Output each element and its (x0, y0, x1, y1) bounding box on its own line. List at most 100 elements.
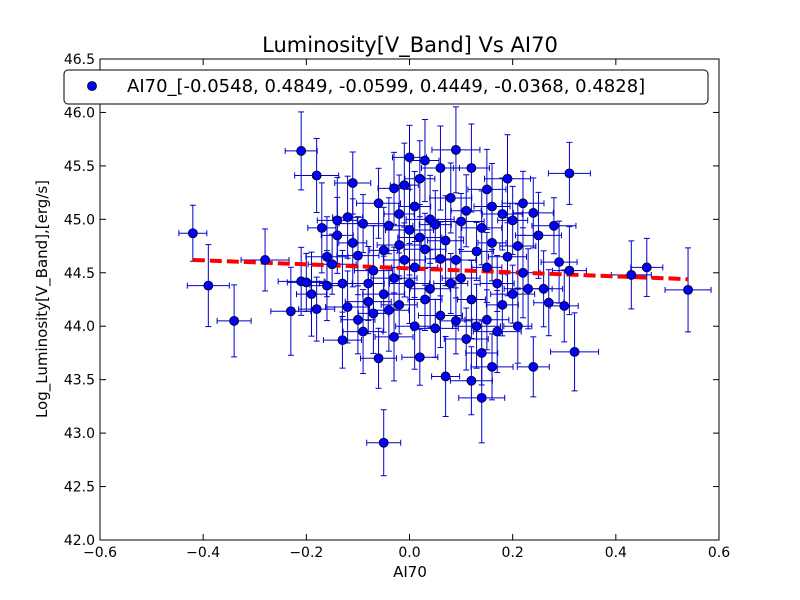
data-point (528, 361, 539, 372)
legend: AI70_[-0.0548, 0.4849, -0.0599, 0.4449, … (63, 69, 709, 105)
data-point (549, 220, 559, 231)
data-point (187, 228, 198, 239)
data-point (461, 334, 472, 344)
data-point (203, 280, 214, 291)
x-axis-label: AI70 (393, 563, 427, 581)
data-point (285, 306, 296, 317)
data-point (363, 278, 374, 289)
data-point (481, 314, 492, 325)
data-point (435, 163, 446, 173)
data-point (342, 302, 353, 312)
data-point (481, 184, 492, 195)
data-point (383, 305, 394, 316)
data-point (430, 323, 441, 334)
x-tick-label: −0.6 (83, 545, 117, 561)
data-point (554, 257, 564, 267)
data-point (435, 253, 446, 264)
data-point (394, 209, 405, 219)
data-point (378, 437, 389, 448)
y-tick-label: 43.5 (64, 373, 95, 389)
data-point (466, 294, 477, 305)
data-point (311, 170, 322, 181)
y-axis-label: Log_Luminosity[V_Band],[erg/s] (33, 180, 52, 418)
data-point (409, 262, 420, 273)
data-point (497, 209, 508, 219)
data-point (363, 296, 374, 307)
legend-marker (87, 81, 97, 91)
data-point (507, 215, 518, 226)
data-point (322, 280, 332, 291)
data-point (378, 245, 389, 256)
data-point (311, 304, 322, 315)
data-point (466, 375, 477, 386)
y-tick-label: 44.5 (64, 266, 95, 282)
data-point (332, 230, 343, 241)
data-point (373, 198, 384, 209)
data-point (528, 208, 539, 218)
data-point (425, 283, 436, 294)
data-point (497, 299, 508, 310)
data-point (481, 262, 492, 273)
data-point (507, 289, 518, 300)
y-tick-label: 45.0 (64, 212, 95, 228)
data-point (347, 237, 358, 248)
y-tick-label: 44.0 (64, 319, 95, 335)
data-point (445, 278, 456, 289)
data-point (414, 232, 425, 243)
data-point (306, 289, 317, 300)
data-point (389, 273, 399, 284)
data-point (342, 212, 353, 223)
data-point (337, 335, 348, 346)
y-tick-label: 46.5 (64, 52, 95, 68)
data-point (347, 178, 358, 188)
data-point (523, 283, 534, 294)
data-point (229, 315, 240, 326)
data-point (502, 251, 513, 262)
data-point (327, 259, 338, 270)
y-tick-label: 42.5 (64, 480, 95, 496)
data-point (518, 267, 528, 278)
fit-layer (192, 257, 689, 282)
data-point (518, 198, 528, 209)
data-point (316, 222, 327, 233)
data-point (420, 294, 430, 305)
data-point (641, 262, 652, 273)
data-point (471, 321, 482, 332)
data-point (420, 155, 430, 166)
data-point (451, 144, 461, 155)
data-point (394, 299, 405, 310)
data-point (404, 278, 415, 289)
data-point (430, 219, 441, 230)
data-point (492, 278, 503, 289)
data-point (559, 301, 570, 311)
x-tick-label: 0.0 (398, 545, 420, 561)
data-point (399, 180, 410, 191)
data-point (358, 326, 368, 337)
data-point (409, 201, 420, 212)
data-point (322, 251, 332, 262)
x-tick-label: −0.4 (186, 545, 220, 561)
x-tick-label: −0.2 (289, 545, 323, 561)
data-point (409, 321, 420, 332)
data-point (492, 326, 503, 337)
data-point (487, 201, 497, 212)
data-point (683, 284, 693, 295)
data-point (414, 173, 425, 184)
data-point (383, 220, 394, 231)
data-point (399, 255, 410, 265)
data-point (466, 163, 477, 173)
y-tick-label: 45.5 (64, 159, 95, 175)
y-tick-label: 43.0 (64, 426, 95, 442)
data-point (456, 216, 466, 227)
legend-label: AI70_[-0.0548, 0.4849, -0.0599, 0.4449, … (127, 76, 645, 97)
data-point (564, 265, 575, 276)
x-tick-label: 0.6 (708, 545, 730, 561)
data-point (420, 244, 430, 255)
data-point (502, 173, 513, 184)
data-point (337, 278, 348, 289)
data-point (564, 168, 575, 179)
data-point (435, 310, 446, 321)
ticks-layer: −0.6 −0.4 −0.2 0.0 0.2 0.4 0.6 42.0 42.5 43.0 43.5… (64, 52, 730, 561)
data-point (451, 315, 461, 326)
